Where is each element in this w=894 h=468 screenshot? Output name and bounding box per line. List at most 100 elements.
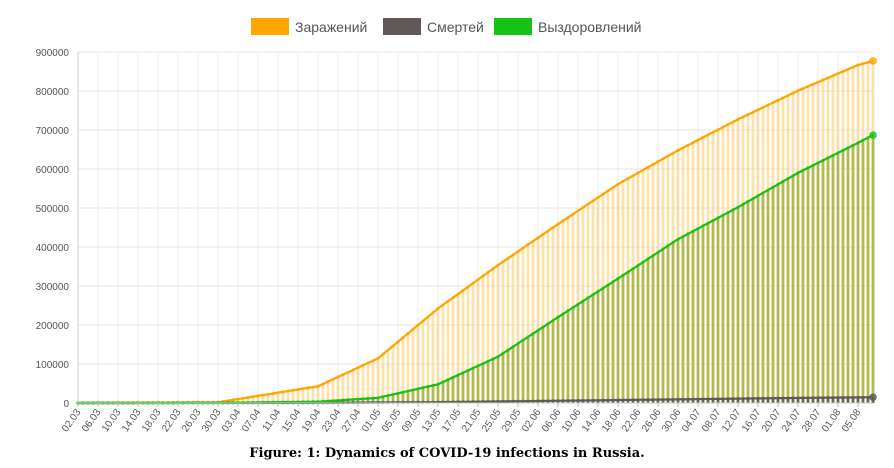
data-point: [421, 319, 425, 323]
data-point: [666, 154, 670, 158]
bar-recovered: [591, 294, 595, 403]
data-point: [796, 171, 800, 175]
data-point: [581, 398, 585, 403]
bar-recovered: [621, 275, 625, 403]
bar-infected: [441, 304, 445, 403]
data-point: [746, 113, 750, 117]
bar-infected: [531, 241, 535, 403]
bar-recovered: [516, 343, 520, 403]
legend-recovered[interactable]: Выздоровлений: [494, 18, 641, 35]
bar-infected: [456, 294, 460, 403]
data-point: [231, 398, 235, 402]
bar-recovered: [471, 368, 475, 403]
data-point: [796, 89, 800, 93]
data-point: [541, 399, 545, 403]
data-point: [451, 296, 455, 300]
legend-infected[interactable]: Заражений: [251, 18, 367, 35]
bar-recovered: [796, 172, 800, 403]
data-point: [801, 86, 805, 91]
data-point: [836, 71, 840, 76]
bars-layer: [76, 60, 875, 404]
data-point: [761, 396, 765, 400]
data-point: [471, 366, 475, 370]
x-tick-label: 21.05: [460, 407, 484, 434]
data-point: [546, 229, 550, 233]
bar-infected: [341, 374, 345, 403]
bar-deaths: [751, 398, 755, 403]
data-point: [261, 400, 265, 404]
bar-deaths: [801, 397, 805, 403]
bar-infected: [526, 244, 530, 403]
data-point: [596, 195, 600, 200]
bar-infected: [286, 391, 290, 403]
bar-infected: [451, 297, 455, 403]
data-point: [491, 357, 495, 361]
bar-recovered: [671, 242, 675, 403]
data-point: [606, 283, 610, 287]
data-point: [351, 368, 355, 372]
data-point: [701, 224, 705, 228]
data-point: [671, 151, 675, 155]
data-point: [481, 400, 485, 404]
data-point: [411, 327, 415, 331]
legend-deaths[interactable]: Смертей: [383, 18, 484, 35]
data-point: [586, 202, 590, 206]
data-point: [511, 399, 515, 403]
data-point: [621, 179, 625, 183]
bar-recovered: [496, 356, 500, 403]
bar-recovered: [756, 195, 760, 403]
data-point: [281, 390, 285, 394]
data-point: [736, 397, 740, 401]
bar-recovered: [706, 223, 710, 403]
data-point: [776, 182, 780, 186]
data-point: [526, 243, 530, 247]
bar-recovered: [721, 215, 725, 403]
x-tick-label: 18.06: [600, 407, 624, 434]
bar-infected: [371, 360, 375, 403]
data-point: [601, 192, 605, 196]
data-point: [706, 221, 710, 225]
data-point: [546, 322, 550, 326]
x-tick-label: 14.06: [580, 407, 604, 434]
data-point: [501, 351, 505, 355]
bar-recovered: [696, 228, 700, 403]
data-point: [541, 232, 545, 236]
bar-infected: [276, 392, 280, 403]
data-point: [671, 397, 675, 402]
data-point: [761, 105, 765, 110]
data-point: [811, 396, 815, 400]
y-tick-label: 600000: [36, 165, 70, 176]
bar-recovered: [856, 142, 860, 403]
data-point: [781, 96, 785, 100]
data-point: [756, 194, 760, 198]
data-point: [696, 138, 700, 142]
bar-recovered: [361, 398, 365, 403]
data-point: [671, 240, 675, 245]
x-tick-label: 27.04: [340, 407, 364, 434]
bar-recovered: [731, 209, 735, 403]
y-tick-label: 400000: [36, 243, 70, 254]
figure-caption: Figure: 1: Dynamics of COVID-19 infectio…: [249, 446, 645, 461]
data-point: [446, 299, 450, 303]
data-point: [376, 356, 380, 360]
data-point: [811, 82, 815, 86]
data-point: [401, 390, 405, 394]
data-point: [486, 399, 490, 404]
bar-deaths: [681, 399, 685, 403]
bar-recovered: [446, 379, 450, 403]
data-point: [576, 398, 580, 403]
data-point: [511, 253, 515, 257]
data-point: [556, 399, 560, 403]
bar-infected: [261, 395, 265, 403]
data-point: [251, 395, 255, 399]
data-point: [801, 396, 805, 400]
data-point: [351, 397, 355, 402]
bar-recovered: [746, 201, 750, 403]
data-point: [401, 335, 405, 340]
data-point: [851, 65, 855, 69]
data-point: [261, 393, 265, 397]
data-point: [651, 254, 655, 258]
data-point: [491, 399, 495, 404]
data-point: [446, 378, 450, 382]
data-point: [706, 397, 710, 401]
